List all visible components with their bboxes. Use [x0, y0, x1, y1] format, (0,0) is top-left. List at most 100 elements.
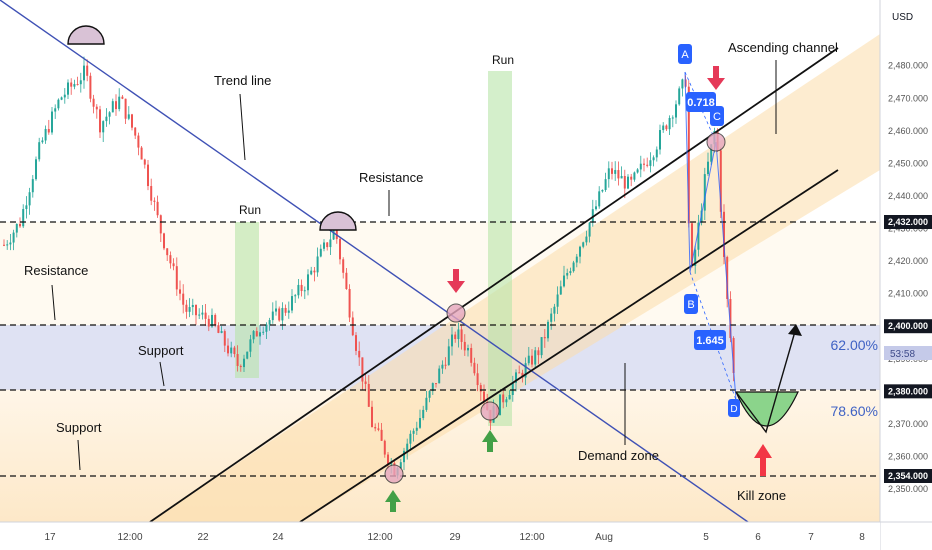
candle-body — [163, 233, 165, 249]
candle-body — [534, 350, 537, 365]
candle-body — [675, 104, 677, 118]
candle-body — [63, 94, 66, 98]
candle-body — [422, 409, 425, 419]
candle-body — [707, 161, 709, 175]
candle-body — [246, 351, 249, 359]
candle-body — [303, 290, 306, 292]
dashed-level-lines — [0, 221, 880, 477]
candle-body — [531, 355, 533, 365]
y-tick-2470: 2,470.000 — [888, 93, 928, 103]
candle-body — [579, 246, 581, 257]
harmonic-label-b: B — [684, 294, 698, 314]
candle-body — [508, 395, 511, 400]
harmonic-label-a: A — [678, 44, 692, 64]
candle-body — [83, 65, 85, 81]
candle-body — [595, 206, 597, 210]
x-tick-1: 12:00 — [117, 532, 142, 543]
candle-body — [639, 163, 642, 170]
candle-body — [255, 331, 258, 337]
candle-body — [435, 383, 437, 385]
svg-text:C: C — [713, 111, 721, 123]
candle-body — [694, 249, 697, 266]
touch-circle-low1 — [480, 401, 500, 421]
candle-body — [287, 310, 290, 313]
candle-body — [691, 223, 693, 266]
candle-body — [719, 150, 722, 212]
candle-body — [505, 399, 508, 403]
candle-body — [156, 201, 159, 216]
candle-body — [102, 121, 105, 133]
candle-body — [627, 176, 629, 189]
price-badge-2400: 2,400.000 — [884, 319, 932, 334]
candle-body — [476, 373, 479, 386]
x-tick-8: 5 — [703, 532, 709, 543]
label-run-1: Run — [239, 203, 261, 217]
candle-body — [313, 270, 316, 273]
candle-body — [291, 296, 293, 311]
svg-text:B: B — [687, 299, 694, 311]
trend-line — [0, 0, 749, 523]
candle-body — [182, 293, 185, 305]
candle-body — [374, 426, 377, 429]
price-badge-2354: 2,354.000 — [884, 469, 932, 483]
candle-body — [524, 363, 527, 378]
y-tick-2370: 2,370.000 — [888, 419, 928, 429]
price-axis[interactable]: USD 2,350.000 2,360.000 2,370.000 2,380.000… — [879, 0, 932, 550]
time-axis[interactable]: 17 12:00 22 24 12:00 29 12:00 Aug 5 6 7 8 — [0, 521, 932, 550]
candle-body — [175, 266, 178, 290]
candle-body — [47, 128, 50, 133]
candle-body — [547, 321, 549, 339]
candle-body — [575, 256, 578, 263]
candle-body — [211, 314, 213, 327]
candle-body — [108, 112, 111, 117]
svg-text:2,354.000: 2,354.000 — [888, 471, 928, 481]
candle-body — [527, 355, 530, 364]
candle-body — [118, 96, 121, 110]
candle-body — [623, 175, 626, 189]
svg-text:2,380.000: 2,380.000 — [888, 386, 928, 396]
candle-body — [463, 341, 466, 351]
highlighted-price-labels: 2,432.000 2,400.000 2,380.000 2,354.000 — [884, 215, 932, 483]
x-tick-11: 8 — [859, 532, 865, 543]
candle-body — [387, 454, 389, 465]
candle-body — [511, 382, 514, 396]
candle-body — [201, 312, 204, 315]
candle-body — [236, 354, 239, 366]
candle-body — [169, 255, 172, 264]
candle-body — [339, 239, 341, 260]
channel-lower-line — [299, 169, 839, 523]
candle-body — [67, 82, 69, 95]
candle-body — [131, 114, 133, 128]
candle-body — [681, 79, 684, 89]
candle-body — [214, 314, 217, 326]
x-tick-10: 7 — [808, 532, 814, 543]
up-arrow-green-1 — [385, 490, 401, 512]
candle-body — [572, 262, 575, 272]
candle-body — [431, 383, 434, 392]
ascending-channel-fill — [150, 34, 880, 522]
pointer-trend — [239, 93, 246, 161]
candle-body — [332, 229, 335, 240]
candle-body — [115, 101, 117, 110]
candle-body — [147, 164, 149, 187]
label-demand-zone: Demand zone — [578, 448, 659, 463]
candle-body — [99, 109, 101, 133]
candle-body — [284, 307, 287, 313]
candle-body — [268, 320, 271, 325]
candle-body — [703, 174, 706, 211]
candle-body — [646, 164, 649, 166]
y-tick-2450: 2,450.000 — [888, 158, 928, 168]
candle-body — [655, 149, 658, 158]
candle-body — [323, 242, 325, 249]
candle-body — [191, 304, 194, 308]
candle-body — [364, 381, 367, 384]
candle-body — [57, 99, 60, 109]
svg-text:D: D — [730, 404, 737, 415]
price-badge-2380: 2,380.000 — [884, 384, 932, 399]
countdown-badge: 53:58 — [884, 346, 932, 360]
svg-text:0.718: 0.718 — [687, 97, 715, 109]
candle-body — [447, 346, 450, 366]
candle-body — [419, 418, 421, 428]
candle-body — [9, 242, 12, 245]
candle-body — [569, 271, 572, 273]
